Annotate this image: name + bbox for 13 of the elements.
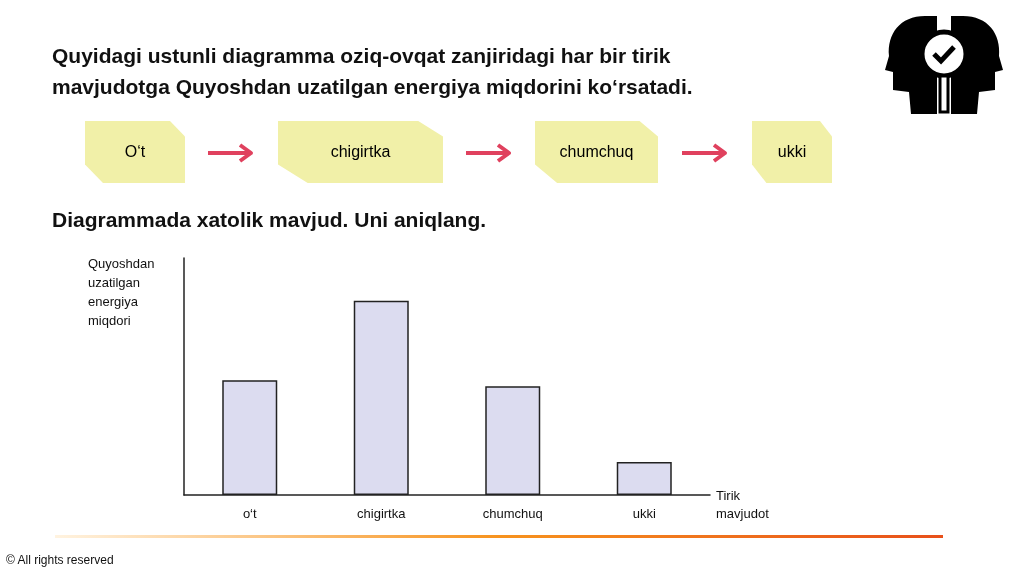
x-tick-label: o‘t xyxy=(242,506,257,521)
chart-title: Quyidagi ustunli diagramma oziq-ovqat zanjiridagi har bir tirik mavjudotga Quyoshdan uzatilgan energiya miqdorini ko‘rsatadi. xyxy=(52,43,694,100)
x-tick-label: chumchuq xyxy=(482,506,543,521)
x-axis-title: Tirik mavjudot xyxy=(716,487,770,523)
y-axis-title: Quyoshdan uzatilgan energiya miqdori xyxy=(88,255,156,330)
text: O‘t xyxy=(124,143,146,161)
chart-subtitle: Diagrammada xatolik mavjud. Uni aniqlang. xyxy=(52,208,487,232)
text: © All rights reserved xyxy=(6,553,114,567)
text: ukki xyxy=(777,143,807,161)
x-tick-label: ukki xyxy=(632,506,656,521)
text: chumchuq xyxy=(559,143,634,161)
text: chigirtka xyxy=(330,143,391,161)
x-tick-label: chigirtka xyxy=(357,506,407,521)
